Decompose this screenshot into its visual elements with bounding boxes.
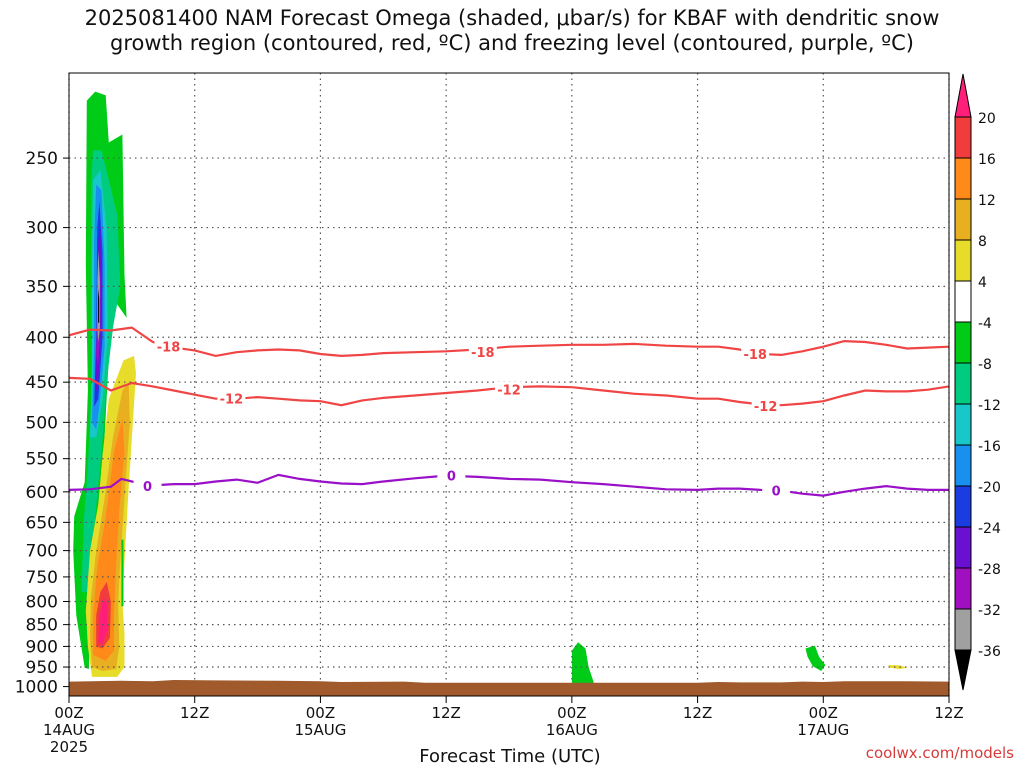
colorbar-label-11: -28: [978, 562, 1001, 578]
colorbar-box-2: [954, 198, 972, 241]
contour-label--12-2: -12: [754, 400, 778, 415]
contour-label-bg: [154, 338, 183, 354]
colorbar-label-8: -16: [978, 439, 1001, 455]
y-tick-label-550: 550: [26, 450, 58, 470]
contour-label-bg: [437, 467, 466, 483]
colorbar-box-5: [954, 321, 972, 364]
contour-label-bg: [741, 346, 770, 362]
y-tick-label-700: 700: [26, 542, 58, 562]
chart-title-line-2: growth region (contoured, red, ºC) and f…: [110, 31, 914, 55]
omega-shading-layer: [73, 91, 908, 686]
contour-label-bg: [762, 482, 791, 498]
contour-line-0: [69, 473, 949, 497]
colorbar-label-0: 20: [978, 111, 996, 127]
omega-region-13: [98, 596, 108, 645]
y-tick-label-900: 900: [26, 637, 58, 657]
y-tick-label-800: 800: [26, 593, 58, 613]
x-tick-label-7: 12Z: [934, 704, 963, 722]
y-tick-label-500: 500: [26, 413, 58, 433]
contour-label-bg: [468, 344, 497, 360]
y-tick-label-1000: 1000: [15, 678, 58, 698]
chart-title-line-1: 2025081400 NAM Forecast Omega (shaded, μ…: [84, 6, 940, 30]
terrain-layer: [69, 680, 949, 696]
plot-frame: [68, 72, 950, 697]
y-tick-label-600: 600: [26, 483, 58, 503]
colorbar-label-6: -8: [978, 357, 992, 373]
contour-label-0-0: 0: [143, 480, 152, 495]
colorbar-label-2: 12: [978, 193, 996, 209]
colorbar-bottom-arrow: [954, 649, 972, 691]
x-tick-label-2: 00Z: [306, 704, 335, 722]
contour-line--18: [69, 326, 949, 358]
y-tick-label-650: 650: [26, 513, 58, 533]
colorbar-label-13: -36: [978, 644, 1001, 660]
chart-title: 2025081400 NAM Forecast Omega (shaded, μ…: [0, 6, 1024, 56]
y-tick-label-750: 750: [26, 568, 58, 588]
contour-label--18-0: -18: [157, 341, 181, 356]
colorbar-box-7: [954, 403, 972, 446]
x-tick-label-3: 12Z: [431, 704, 460, 722]
omega-region-15: [571, 642, 594, 686]
colorbar-box-10: [954, 526, 972, 569]
y-tick-label-400: 400: [26, 328, 58, 348]
contour-line--12: [69, 376, 949, 407]
contour-label-0-2: 0: [772, 485, 781, 500]
y-tick-label-350: 350: [26, 277, 58, 297]
omega-region-16: [805, 645, 826, 671]
y-tick-label-850: 850: [26, 616, 58, 636]
y-tick-label-950: 950: [26, 658, 58, 678]
contour-label-0-1: 0: [447, 470, 456, 485]
contour-label--18-2: -18: [743, 348, 767, 363]
colorbar-box-1: [954, 157, 972, 200]
contour-label-bg: [751, 397, 780, 413]
x-tick-label-5: 12Z: [683, 704, 712, 722]
x-tick-label-0: 00Z: [54, 704, 83, 722]
colorbar-label-12: -32: [978, 603, 1001, 619]
omega-region-14: [121, 539, 124, 607]
contour-label--18-1: -18: [471, 346, 495, 361]
y-tick-label-250: 250: [26, 149, 58, 169]
contour-label-bg: [133, 478, 162, 494]
colorbar-box-0: [954, 116, 972, 159]
terrain-fill: [69, 680, 949, 696]
colorbar-box-4: [954, 280, 972, 323]
x-tick-label-6: 00Z: [809, 704, 838, 722]
y-axis-ticks: 2503003504004505005506006507007508008509…: [15, 149, 69, 698]
x-year-label-0: 2025: [50, 738, 88, 756]
colorbar-box-12: [954, 608, 972, 651]
colorbar-box-11: [954, 567, 972, 610]
colorbar-box-6: [954, 362, 972, 405]
x-tick-label-4: 00Z: [557, 704, 586, 722]
colorbar-label-3: 8: [978, 234, 987, 250]
contour-label-bg: [495, 381, 523, 397]
colorbar-label-10: -24: [978, 521, 1001, 537]
colorbar-top-arrow: [954, 73, 972, 118]
x-date-label-4: 16AUG: [546, 721, 598, 739]
x-axis-title: Forecast Time (UTC): [419, 746, 601, 767]
colorbar-label-5: -4: [978, 316, 992, 332]
y-tick-label-450: 450: [26, 373, 58, 393]
site-credit: coolwx.com/models: [865, 744, 1014, 762]
colorbar-box-8: [954, 444, 972, 487]
contour-layer: -18 -18 -18 -12 -12 -12 0 0 0: [69, 326, 949, 500]
colorbar-box-9: [954, 485, 972, 528]
colorbar-label-1: 16: [978, 152, 996, 168]
x-tick-label-1: 12Z: [180, 704, 209, 722]
contour-label-bg: [217, 390, 246, 406]
colorbar-box-3: [954, 239, 972, 282]
x-date-label-6: 17AUG: [797, 721, 849, 739]
contour-label--12-0: -12: [220, 393, 244, 408]
x-date-label-2: 15AUG: [294, 721, 346, 739]
colorbar-label-7: -12: [978, 398, 1001, 414]
x-date-label-0: 14AUG: [43, 721, 95, 739]
y-tick-label-300: 300: [26, 219, 58, 239]
colorbar-label-9: -20: [978, 480, 1001, 496]
omega-region-8: [98, 288, 100, 323]
colorbar-label-4: 4: [978, 275, 987, 291]
contour-label--12-1: -12: [497, 384, 521, 399]
omega-region-17: [888, 665, 908, 669]
colorbar: 20 16 12 8 4 -4 -8 -12 -16 -20 -24 -28 -32 -36: [954, 73, 1001, 691]
